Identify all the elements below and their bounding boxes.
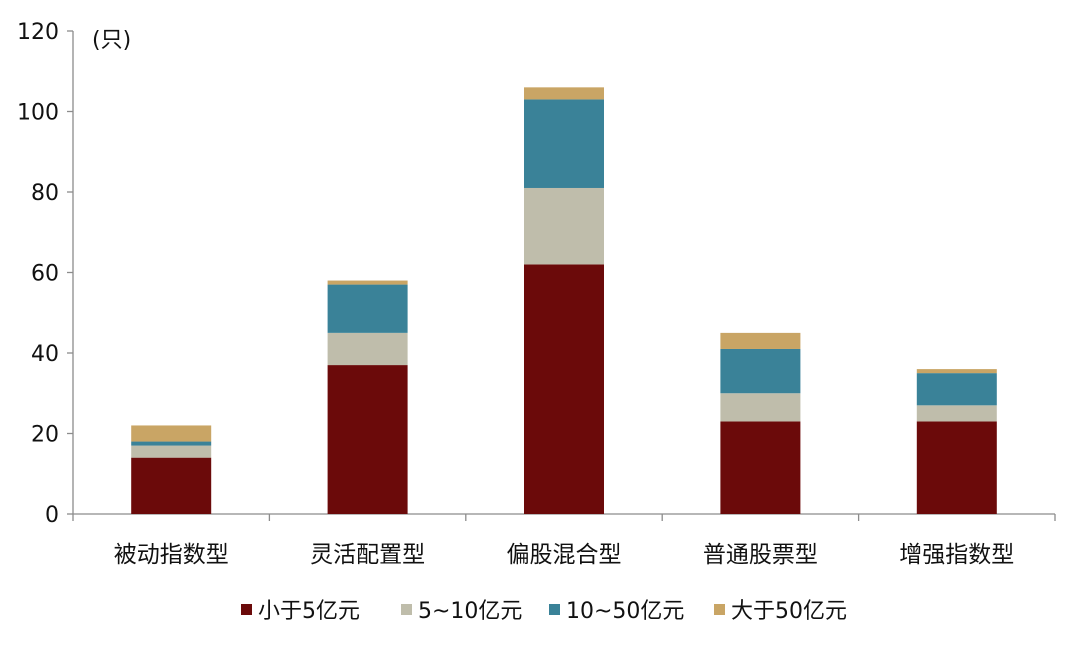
x-tick-label: 灵活配置型 (310, 542, 425, 568)
bar-segment (131, 457, 212, 514)
legend-swatch (549, 604, 560, 615)
legend-label: 10~50亿元 (566, 599, 684, 624)
x-tick-label: 偏股混合型 (507, 542, 622, 568)
bar-segment (720, 348, 801, 394)
legend-swatch (241, 604, 252, 615)
y-unit-label: (只) (92, 28, 131, 53)
bar-segment (524, 264, 604, 514)
legend-label: 小于5亿元 (258, 599, 360, 624)
y-tick-label: 100 (17, 101, 59, 126)
bar-segment (524, 99, 604, 188)
bar-segment (327, 332, 408, 366)
y-tick-label: 120 (17, 20, 59, 45)
bar-segment (524, 87, 604, 100)
y-tick-label: 60 (31, 262, 59, 287)
legend-swatch (401, 604, 412, 615)
y-tick-label: 40 (31, 342, 59, 367)
y-tick-label: 80 (31, 181, 59, 206)
bar-segment (327, 280, 408, 285)
bar-segment (720, 421, 801, 514)
legend-swatch (714, 604, 725, 615)
bar-segment (916, 369, 997, 374)
bar-segment (327, 365, 408, 514)
labels: 0 20 40 60 80 100 120 被动指数型 灵活配置型 偏股混合型 普通股票型 增强指数型 (17, 20, 1014, 568)
bar-segment (916, 405, 997, 422)
y-tick-label: 0 (45, 503, 59, 528)
bar-segment (720, 393, 801, 422)
y-tick-label: 20 (31, 423, 59, 448)
bar-segment (916, 421, 997, 514)
bar-segment (916, 373, 997, 406)
legend: 小于5亿元 5~10亿元 10~50亿元 大于50亿元 (241, 599, 847, 624)
bar-segment (131, 445, 212, 458)
x-tick-label: 普通股票型 (703, 542, 818, 568)
bar-segment (720, 332, 801, 349)
bar-segment (524, 187, 604, 265)
bars (131, 87, 997, 514)
legend-label: 大于50亿元 (731, 599, 847, 624)
bar-segment (131, 441, 212, 446)
bar-segment (327, 284, 408, 333)
legend-label: 5~10亿元 (418, 599, 522, 624)
bar-segment (131, 425, 212, 442)
x-tick-label: 被动指数型 (114, 542, 229, 568)
x-tick-label: 增强指数型 (899, 542, 1014, 568)
